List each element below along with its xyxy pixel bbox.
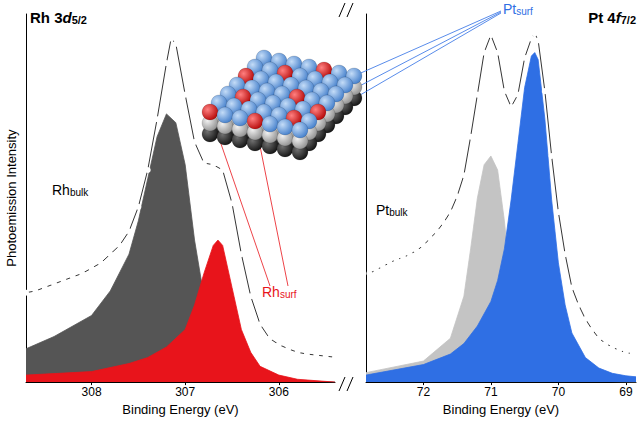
svg-text:5/2: 5/2 xyxy=(72,14,87,26)
svg-text:307: 307 xyxy=(175,385,195,399)
svg-text:Binding Energy (eV): Binding Energy (eV) xyxy=(122,402,238,417)
svg-text:surf: surf xyxy=(516,6,533,17)
svg-text:308: 308 xyxy=(82,385,102,399)
svg-text:Binding Energy (eV): Binding Energy (eV) xyxy=(443,402,559,417)
svg-text:70: 70 xyxy=(552,385,566,399)
svg-text:bulk: bulk xyxy=(389,207,408,218)
svg-text:Rh: Rh xyxy=(262,284,280,300)
svg-text:7/2: 7/2 xyxy=(621,14,636,26)
svg-text:Rh: Rh xyxy=(52,182,70,198)
svg-text:Pt 4: Pt 4 xyxy=(588,9,616,26)
svg-text:d: d xyxy=(62,9,72,26)
svg-text:Pt: Pt xyxy=(503,1,516,17)
svg-text:f: f xyxy=(615,9,621,26)
svg-text:surf: surf xyxy=(280,289,297,300)
svg-text:Photoemission Intensity: Photoemission Intensity xyxy=(4,129,19,267)
svg-text:bulk: bulk xyxy=(70,187,89,198)
svg-text:Rh 3: Rh 3 xyxy=(30,9,63,26)
svg-text:72: 72 xyxy=(417,385,431,399)
svg-text:69: 69 xyxy=(619,385,633,399)
svg-text:Pt: Pt xyxy=(376,202,389,218)
svg-text:71: 71 xyxy=(484,385,498,399)
svg-text:306: 306 xyxy=(269,385,289,399)
